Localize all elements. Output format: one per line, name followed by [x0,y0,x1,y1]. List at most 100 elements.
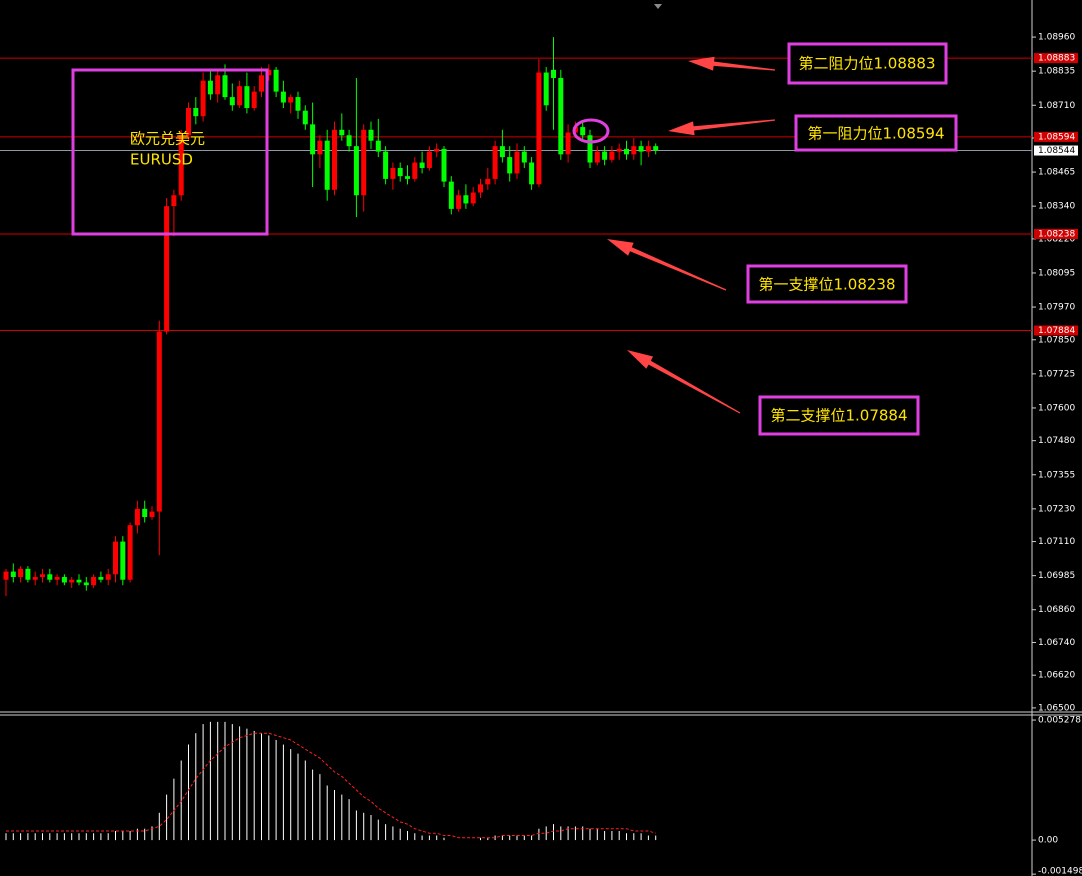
candle-body [222,75,228,98]
candle-body [551,69,556,78]
macd-layer [5,721,657,841]
candle-body [412,162,418,179]
axis-layer: 1.089601.088351.087101.085901.084651.083… [1032,33,1082,876]
annotation-text: EURUSD [130,151,193,169]
candle-layer [3,37,659,597]
current-price-label: 1.08544 [1038,146,1075,156]
y-tick-label: 1.08960 [1038,33,1075,43]
candle-body [98,577,104,580]
candle-body [113,541,118,575]
candle-body [178,135,184,196]
candle-body [76,579,82,583]
candle-body [25,568,31,580]
candle-body [54,577,60,580]
candle-body [638,146,644,152]
annotation-text: 第二支撑位1.07884 [770,407,907,425]
candle-body [565,132,571,155]
candle-body [631,146,637,155]
y-tick-label: 1.08340 [1038,202,1075,212]
y-tick-label: 1.08835 [1038,67,1075,77]
candle-body [529,162,535,185]
annotation-text: 第一支撑位1.08238 [758,276,895,294]
candle-body [448,181,454,209]
candle-body [127,525,133,580]
candle-body [478,184,483,193]
candle-body [390,167,396,179]
candle-body [645,146,651,152]
candle-body [580,127,586,136]
candle-body [587,135,593,163]
candle-body [434,148,440,152]
y-tick-label: 1.07355 [1038,470,1075,480]
candle-body [361,129,367,196]
candle-body [288,97,294,103]
highlight-ellipse [572,118,610,144]
current-price-tag [1034,145,1078,156]
candle-body [609,151,615,160]
candle-body [237,86,243,106]
candle-body [616,148,622,152]
candle-body [521,151,527,163]
candle-body [419,162,425,168]
level-tag [1034,53,1078,64]
candle-body [61,577,67,583]
y-tick-label: -0.001498 [1038,867,1082,876]
annotation-arrow [668,119,776,136]
annotation-box [787,42,948,85]
annotation-box [758,395,920,436]
candle-body [69,579,75,583]
candle-body [368,129,374,141]
candle-body [186,107,191,136]
y-tick-label: 1.07600 [1038,403,1075,413]
candle-body [10,571,16,578]
y-tick-label: 0.00 [1038,836,1058,846]
candle-body [463,195,469,204]
candle-body [164,206,170,332]
level-tag [1034,325,1078,336]
level-tag [1034,228,1078,239]
y-tick-label: 1.06860 [1038,605,1075,615]
y-tick-label: 1.08095 [1038,268,1075,278]
candle-body [3,571,9,580]
candle-body [302,110,308,125]
candle-body [543,72,549,106]
y-tick-label: 0.005278 [1038,716,1081,726]
candle-body [485,178,491,185]
candle-body [624,148,629,155]
candle-body [18,568,24,578]
candle-body [156,331,162,512]
candle-body [134,508,140,526]
level-tag [1034,131,1078,142]
candle-body [266,69,272,76]
candle-body [171,195,177,207]
candle-body [207,80,213,95]
candle-body [339,129,345,136]
shift-marker [654,4,662,9]
candle-body [251,91,257,108]
annotation-arrow [607,239,727,291]
y-tick-label: 1.07850 [1038,335,1075,345]
annotation-layer: 欧元兑美元 EURUSD 第二阻力位1.08883 第一阻力位1.08594 第… [71,42,958,436]
annotation-text: 第一阻力位1.08594 [807,125,944,143]
signal-line [6,732,656,839]
candle-body [332,129,337,190]
candle-body [259,75,264,92]
annotation-box [746,264,908,304]
candle-body [91,577,97,586]
y-tick-label: 1.07110 [1038,537,1075,547]
annotation-text: 欧元兑美元 [130,130,205,148]
level-label: 1.08238 [1038,229,1075,239]
candle-body [383,151,389,179]
candle-body [353,146,359,196]
candle-body [215,75,221,95]
y-tick-label: 1.07480 [1038,436,1075,446]
candle-body [346,135,352,147]
candle-body [507,157,513,174]
candle-body [397,167,403,177]
candle-body [105,574,111,580]
y-tick-label: 1.07230 [1038,504,1075,514]
candle-body [273,69,279,92]
candle-body [149,511,155,518]
